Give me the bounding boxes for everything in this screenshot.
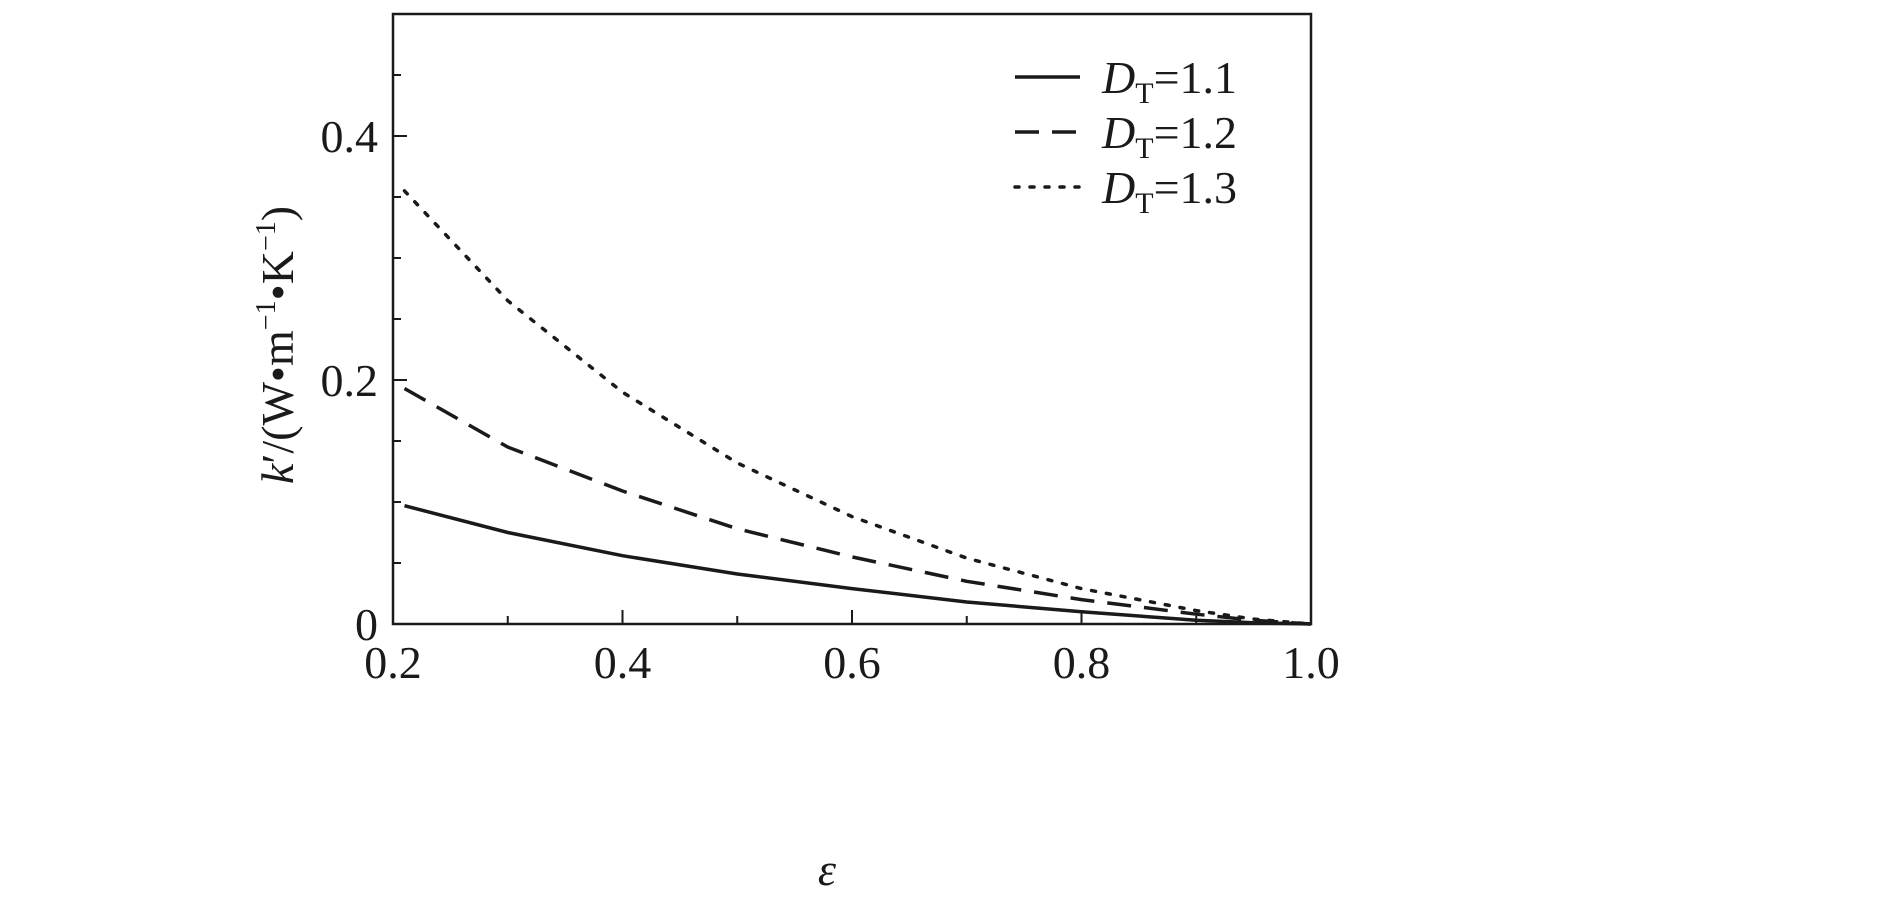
y-axis-unit-m: m — [252, 330, 303, 366]
legend-symbol: D — [1101, 162, 1135, 213]
y-tick-label: 0 — [355, 599, 378, 650]
y-axis-dot-1: • — [252, 366, 303, 382]
ticks: 0.2 0.4 0.6 0.8 1.000.20.4 — [321, 13, 1340, 688]
x-tick-label: 0.6 — [823, 637, 881, 688]
legend-value: =1.3 — [1154, 162, 1237, 213]
y-axis-slash: / — [252, 441, 303, 454]
y-axis-K-exponent: −1 — [251, 221, 282, 251]
x-tick-label: 0.2 — [364, 637, 422, 688]
x-axis-title: ε — [818, 844, 837, 895]
legend-label-3: DT=1.3 — [1101, 162, 1237, 220]
y-axis-symbol: k — [252, 462, 303, 484]
x-tick-label: 0.8 — [1053, 637, 1111, 688]
legend-subscript: T — [1135, 77, 1153, 110]
y-axis-unit-K: K — [252, 251, 303, 284]
legend-subscript: T — [1135, 187, 1153, 220]
y-tick-label: 0.2 — [321, 355, 379, 406]
legend-value: =1.1 — [1154, 52, 1237, 103]
y-axis-title: k′/(W•m−1•K−1) — [251, 206, 303, 484]
legend-label-1: DT=1.1 — [1101, 52, 1237, 110]
y-axis-prime: ′ — [252, 454, 303, 464]
legend-symbol: D — [1101, 107, 1135, 158]
y-axis-dot-2: • — [252, 284, 303, 300]
series-line-2 — [403, 386, 1312, 626]
y-tick-label: 0.4 — [321, 111, 379, 162]
series-line-3 — [402, 189, 1313, 626]
y-axis-unit-open: (W — [252, 382, 303, 441]
legend-symbol: D — [1101, 52, 1135, 103]
series-lines — [402, 189, 1313, 626]
legend-label-2: DT=1.2 — [1101, 107, 1237, 165]
y-axis-unit-close: ) — [252, 206, 303, 221]
legend-subscript: T — [1135, 132, 1153, 165]
x-tick-label: 0.4 — [594, 637, 652, 688]
series-line-1 — [404, 504, 1312, 626]
y-axis-m-exponent: −1 — [251, 300, 282, 330]
x-tick-label: 1.0 — [1282, 637, 1340, 688]
legend: DT=1.1DT=1.2DT=1.3 — [1013, 52, 1237, 220]
legend-value: =1.2 — [1154, 107, 1237, 158]
